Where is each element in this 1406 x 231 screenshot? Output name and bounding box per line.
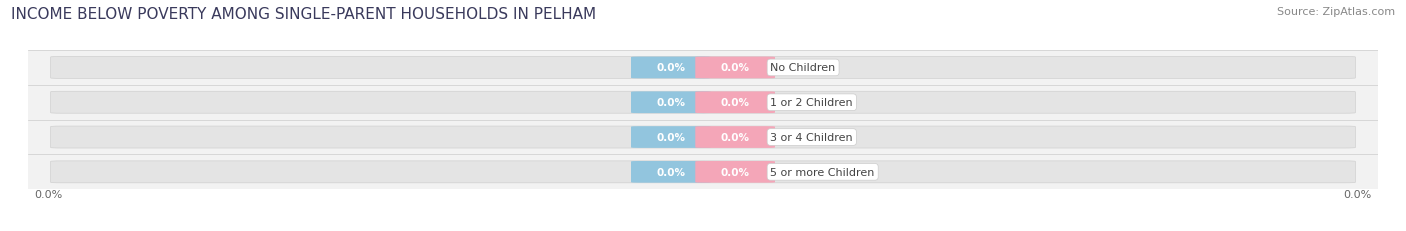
FancyBboxPatch shape	[696, 57, 775, 79]
Text: No Children: No Children	[770, 63, 835, 73]
Text: 0.0%: 0.0%	[721, 98, 749, 108]
FancyBboxPatch shape	[28, 120, 1378, 155]
Text: 0.0%: 0.0%	[721, 132, 749, 143]
FancyBboxPatch shape	[51, 57, 1355, 79]
Text: 0.0%: 0.0%	[1343, 189, 1371, 199]
Text: 1 or 2 Children: 1 or 2 Children	[770, 98, 853, 108]
Text: 0.0%: 0.0%	[657, 167, 685, 177]
FancyBboxPatch shape	[696, 127, 775, 148]
FancyBboxPatch shape	[631, 127, 710, 148]
Text: 0.0%: 0.0%	[657, 132, 685, 143]
Text: 0.0%: 0.0%	[657, 98, 685, 108]
Text: 0.0%: 0.0%	[721, 63, 749, 73]
Text: 3 or 4 Children: 3 or 4 Children	[770, 132, 853, 143]
FancyBboxPatch shape	[696, 92, 775, 114]
Text: Source: ZipAtlas.com: Source: ZipAtlas.com	[1277, 7, 1395, 17]
FancyBboxPatch shape	[696, 161, 775, 183]
FancyBboxPatch shape	[28, 51, 1378, 85]
FancyBboxPatch shape	[631, 57, 710, 79]
FancyBboxPatch shape	[51, 127, 1355, 148]
FancyBboxPatch shape	[631, 92, 710, 114]
Text: INCOME BELOW POVERTY AMONG SINGLE-PARENT HOUSEHOLDS IN PELHAM: INCOME BELOW POVERTY AMONG SINGLE-PARENT…	[11, 7, 596, 22]
Text: 0.0%: 0.0%	[35, 189, 63, 199]
FancyBboxPatch shape	[51, 161, 1355, 183]
FancyBboxPatch shape	[631, 161, 710, 183]
FancyBboxPatch shape	[28, 85, 1378, 120]
Text: 5 or more Children: 5 or more Children	[770, 167, 875, 177]
FancyBboxPatch shape	[51, 92, 1355, 114]
Text: 0.0%: 0.0%	[721, 167, 749, 177]
Text: 0.0%: 0.0%	[657, 63, 685, 73]
FancyBboxPatch shape	[28, 155, 1378, 189]
